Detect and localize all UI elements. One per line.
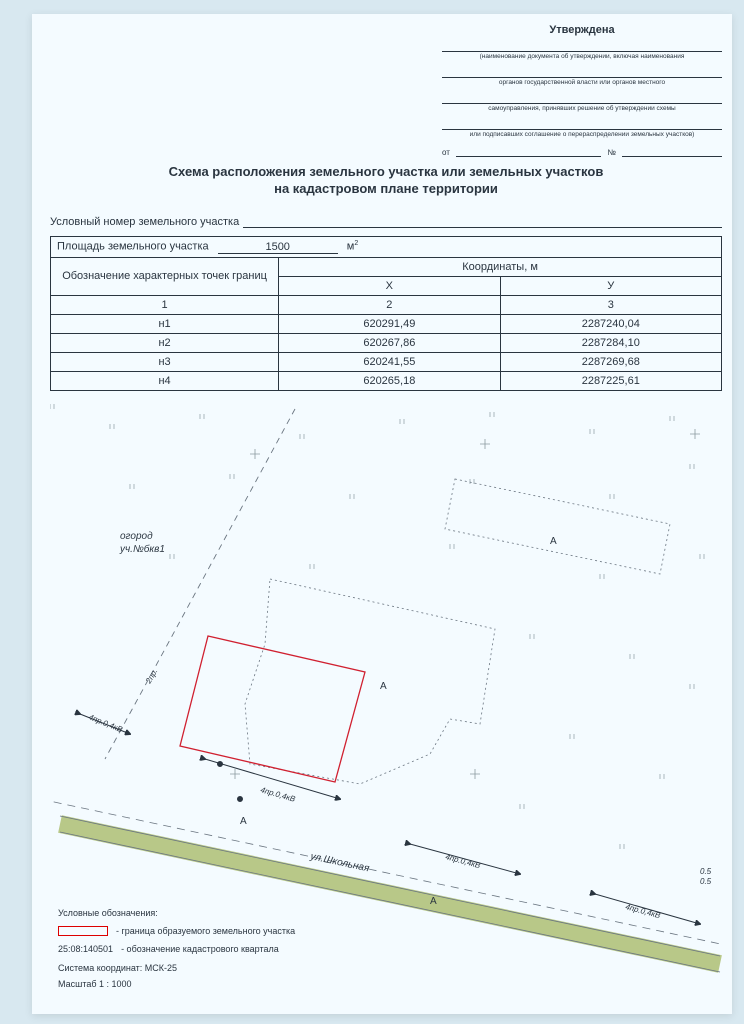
grass-marks xyxy=(50,404,704,849)
area-label: Площадь земельного участка xyxy=(57,241,209,253)
dotted-parcels xyxy=(245,479,670,784)
approval-no: № xyxy=(607,148,616,157)
cell-n: н4 xyxy=(51,371,279,390)
approval-sub-3: самоуправления, принявших решение об утв… xyxy=(442,105,722,112)
legend-coord-sys: Система координат: МСК-25 xyxy=(58,960,295,976)
cell-n: н2 xyxy=(51,333,279,352)
colnum-3: 3 xyxy=(500,295,721,314)
table-row: н2 620267,86 2287284,10 xyxy=(51,333,722,352)
th-coord: Координаты, м xyxy=(279,257,722,276)
approval-line-3 xyxy=(442,94,722,104)
label-pl-4: 4пр.0,4кВ xyxy=(624,902,662,920)
doc-title: Схема расположения земельного участка ил… xyxy=(50,164,722,198)
title-line-1: Схема расположения земельного участка ил… xyxy=(50,164,722,181)
approval-num-field xyxy=(622,147,722,157)
table-colnum-row: 1 2 3 xyxy=(51,295,722,314)
cell-y: 2287240,04 xyxy=(500,314,721,333)
approval-date-field xyxy=(456,147,601,157)
cell-y: 2287284,10 xyxy=(500,333,721,352)
label-ogorod: огород xyxy=(120,531,153,542)
cadastral-map: огород уч.№бкв1 А А А А ул.Школьная 4пр.… xyxy=(50,404,722,1004)
approval-date-row: от № xyxy=(442,147,722,157)
legend-parcel-text: - граница образуемого земельного участка xyxy=(116,923,295,939)
legend: Условные обозначения: - граница образуем… xyxy=(58,905,295,992)
legend-scale: Масштаб 1 : 1000 xyxy=(58,976,295,992)
area-value: 1500 xyxy=(218,241,338,254)
approval-heading: Утверждена xyxy=(442,24,722,36)
area-exp: 2 xyxy=(354,240,358,247)
label-r05a: 0.5 xyxy=(700,867,712,876)
legend-cadastre-text: - обозначение кадастрового квартала xyxy=(121,941,279,957)
label-2pr: 2пр. xyxy=(143,667,159,686)
table-row: н1 620291,49 2287240,04 xyxy=(51,314,722,333)
document-page: Утверждена (наименование документа об ут… xyxy=(32,14,732,1014)
cell-x: 620291,49 xyxy=(279,314,500,333)
legend-parcel-icon xyxy=(58,926,108,936)
area-cell: Площадь земельного участка 1500 м2 xyxy=(51,237,722,258)
cell-n: н1 xyxy=(51,314,279,333)
legend-row-cadastre: 25:08:140501 - обозначение кадастрового … xyxy=(58,941,295,957)
page-inner: Утверждена (наименование документа об ут… xyxy=(50,24,722,1004)
legend-cadastre-num: 25:08:140501 xyxy=(58,941,113,957)
label-pl-2: 4пр.0,4кВ xyxy=(259,785,296,804)
colnum-1: 1 xyxy=(51,295,279,314)
table-row: н3 620241,55 2287269,68 xyxy=(51,352,722,371)
map-labels: огород уч.№бкв1 А А А А ул.Школьная 4пр.… xyxy=(87,531,711,920)
title-line-2: на кадастровом плане территории xyxy=(50,181,722,198)
th-x: X xyxy=(279,276,500,295)
legend-row-parcel: - граница образуемого земельного участка xyxy=(58,923,295,939)
approval-line-4 xyxy=(442,120,722,130)
table-header-1: Обозначение характерных точек границ Коо… xyxy=(51,257,722,276)
label-pl-1: 4пр.0,4кВ xyxy=(87,713,124,735)
colnum-2: 2 xyxy=(279,295,500,314)
area-row: Площадь земельного участка 1500 м2 xyxy=(51,237,722,258)
conditional-field xyxy=(243,216,722,228)
label-r05b: 0.5 xyxy=(700,877,712,886)
th-y: У xyxy=(500,276,721,295)
cell-n: н3 xyxy=(51,352,279,371)
cell-x: 620267,86 xyxy=(279,333,500,352)
label-uch: уч.№бкв1 xyxy=(119,543,165,555)
cell-x: 620241,55 xyxy=(279,352,500,371)
legend-title: Условные обозначения: xyxy=(58,905,295,921)
coordinates-table: Площадь земельного участка 1500 м2 Обозн… xyxy=(50,236,722,391)
approval-ot: от xyxy=(442,148,450,157)
conditional-label: Условный номер земельного участка xyxy=(50,216,239,228)
cell-y: 2287225,61 xyxy=(500,371,721,390)
label-a-3: А xyxy=(240,816,247,827)
approval-sub-2: органов государственной власти или орган… xyxy=(442,79,722,86)
label-a-1: А xyxy=(380,681,387,692)
table-row: н4 620265,18 2287225,61 xyxy=(51,371,722,390)
cell-x: 620265,18 xyxy=(279,371,500,390)
approval-block: Утверждена (наименование документа об ут… xyxy=(442,24,722,157)
conditional-number-row: Условный номер земельного участка xyxy=(50,216,722,228)
label-pl-3: 4пр.0,4кВ xyxy=(444,852,482,870)
cadastral-boundary xyxy=(105,409,295,759)
label-a-4: А xyxy=(430,896,437,907)
approval-line-1 xyxy=(442,42,722,52)
label-a-2: А xyxy=(550,536,557,547)
th-point: Обозначение характерных точек границ xyxy=(51,257,279,295)
approval-sub-4: или подписавших соглашение о перераспред… xyxy=(442,131,722,138)
cell-y: 2287269,68 xyxy=(500,352,721,371)
approval-sub-1: (наименование документа об утверждении, … xyxy=(442,53,722,60)
approval-line-2 xyxy=(442,68,722,78)
